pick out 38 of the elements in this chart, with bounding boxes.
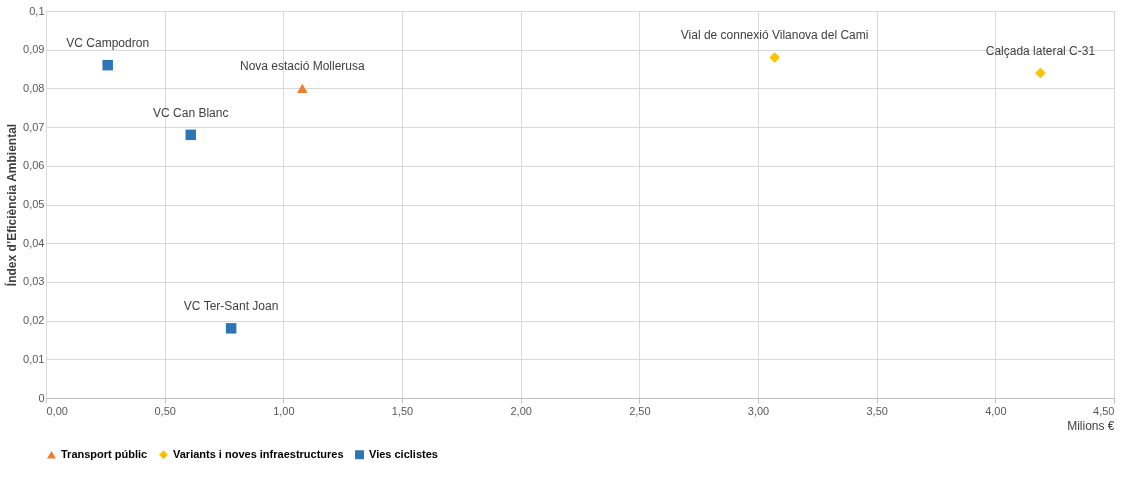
annotation: Vial de connexió Vilanova del Cami [680, 28, 869, 43]
y-tick-label: 0,01 [23, 352, 45, 365]
point [1035, 67, 1046, 79]
annotation: Nova estació Mollerusa [239, 59, 365, 74]
x-tick-label: 0,00 [46, 404, 68, 417]
x-tick-label: 3,50 [866, 404, 888, 417]
x-tick-label: 0,50 [154, 404, 176, 417]
y-tick-label: 0,03 [23, 275, 45, 288]
x-tick-label: 1,50 [391, 404, 414, 417]
y-tick-label: 0,05 [23, 198, 45, 210]
point [297, 83, 308, 93]
x-tick-label: 4,00 [985, 404, 1007, 417]
y-tick-label: 0 [38, 391, 45, 404]
x-tick-label: 3,00 [747, 404, 770, 417]
point [102, 59, 113, 71]
x-tick-label: 4,50 [1093, 404, 1115, 417]
y-tick-label: 0,09 [23, 43, 45, 56]
point [225, 323, 237, 334]
y-tick-label: 0,06 [23, 159, 45, 172]
y-axis-title: Índex d’Eficiència Ambiental [4, 123, 20, 287]
y-tick-label: 0,08 [23, 81, 45, 94]
x-tick-label: 2,50 [629, 404, 651, 417]
y-tick-label: 0,1 [29, 4, 45, 17]
point [769, 52, 780, 63]
x-axis-title: Milions € [1067, 418, 1115, 433]
y-tick-label: 0,07 [23, 120, 45, 133]
legend-label: Variants i noves infraestructures [173, 447, 344, 460]
legend-label: Transport públic [61, 447, 148, 460]
point [185, 129, 197, 141]
x-tick-label: 1,00 [273, 404, 295, 417]
x-tick-label: 2,00 [510, 404, 532, 417]
y-tick-label: 0,04 [23, 236, 45, 249]
y-tick-label: 0,02 [23, 314, 45, 327]
annotation: VC Ter-Sant Joan [183, 299, 279, 314]
annotation: VC Can Blanc [153, 105, 229, 120]
annotation: Calçada lateral C-31 [985, 43, 1096, 58]
annotation: VC Campodron [66, 36, 150, 51]
legend-label: Vies ciclistes [369, 447, 438, 460]
